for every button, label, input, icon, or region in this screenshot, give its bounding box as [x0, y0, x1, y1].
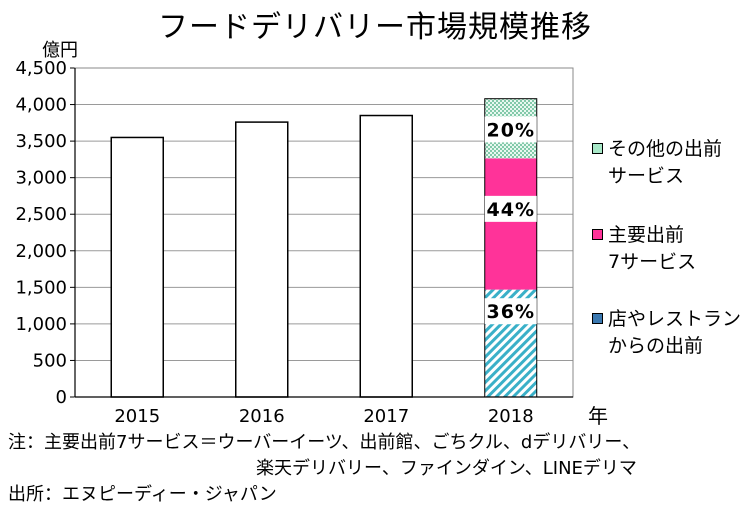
footnote-line: 楽天デリバリー、ファインダイン、LINEデリマ: [256, 458, 637, 479]
x-axis-unit-label: 年: [588, 404, 608, 428]
footnote-line: 注：主要出前7サービス＝ウーバーイーツ、出前館、ごちクル、dデリバリー、: [8, 432, 641, 453]
y-tick-label: 1,500: [15, 277, 67, 298]
bar-2017: [359, 114, 413, 398]
data-label-bg: [484, 116, 537, 143]
legend-label: 7サービス: [608, 251, 697, 273]
x-tick-label: 2015: [114, 406, 160, 427]
bars: [110, 98, 538, 398]
legend-swatch: [592, 143, 603, 154]
y-tick-label: 500: [33, 350, 67, 371]
legend-label: 主要出前: [608, 224, 685, 246]
legend-swatch: [592, 229, 603, 240]
data-label-bg: [484, 195, 537, 222]
y-tick-label: 2,000: [15, 241, 67, 262]
legend-label: サービス: [608, 165, 685, 187]
source-line: 出所：エヌピーディー・ジャパン: [8, 484, 277, 505]
y-axis-unit-label: 億円: [42, 40, 78, 61]
legend-label: からの出前: [608, 335, 704, 357]
axes: 0 500 1,000 1,500 2,000 2,500 3,000 3,500 4,000 4…: [15, 58, 574, 427]
x-tick-label: 2017: [363, 406, 409, 427]
data-label-bg: [484, 298, 537, 325]
data-labels: 36% 44% 20%: [484, 116, 537, 325]
y-tick-label: 4,500: [15, 58, 67, 79]
footnotes: 注：主要出前7サービス＝ウーバーイーツ、出前館、ごちクル、dデリバリー、 楽天デ…: [8, 430, 640, 508]
x-tick-label: 2018: [488, 406, 534, 427]
data-label: 36%: [487, 301, 535, 323]
data-label: 44%: [487, 199, 535, 221]
bar-segment-2: [484, 158, 537, 290]
y-tick-label: 4,000: [15, 95, 67, 116]
x-tick-label: 2016: [239, 406, 285, 427]
y-tick-label: 2,500: [15, 204, 67, 225]
bar-2016: [235, 121, 289, 398]
y-tick-label: 0: [56, 387, 67, 408]
y-tick-label: 3,000: [15, 168, 67, 189]
bar-2015: [110, 136, 164, 398]
legend-label: 店やレストラン: [608, 308, 742, 330]
legend-label: その他の出前: [608, 138, 723, 160]
data-label: 20%: [487, 120, 535, 142]
y-tick-label: 1,000: [15, 314, 67, 335]
legend-swatch: [592, 313, 603, 324]
y-tick-label: 3,500: [15, 131, 67, 152]
chart-title: フードデリバリー市場規模推移: [158, 10, 592, 45]
